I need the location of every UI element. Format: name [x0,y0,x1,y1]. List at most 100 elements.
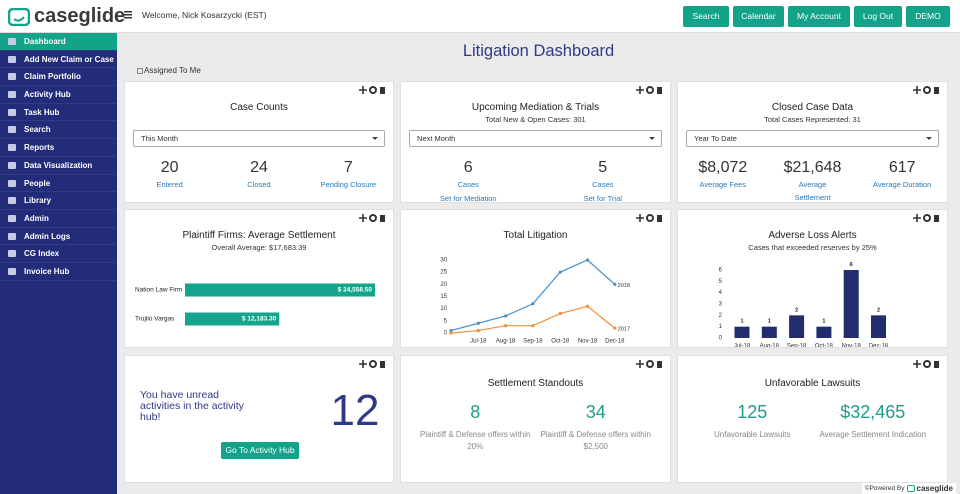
value-label: 1 [740,319,743,325]
nav-label: Reports [24,143,55,153]
widget: Closed Case Data Total Cases Represented:… [677,81,948,203]
header-button[interactable]: My Account [788,6,850,27]
nav-label: Task Hub [24,107,60,117]
nav-item[interactable]: Dashboard [0,33,117,51]
header-button[interactable]: Log Out [854,6,902,27]
page-title: Litigation Dashboard [462,42,615,60]
widget: Unfavorable Lawsuits 125 Unfavorable Lawsu… [677,355,948,483]
move-icon [636,360,644,368]
settings-icon [369,214,377,222]
header-button[interactable]: DEMO [906,6,950,27]
nav-icon [8,214,16,222]
nav-label: Admin Logs [24,231,71,241]
nav-item[interactable]: Library [0,192,117,210]
x-tick-label: Aug-18 [496,339,516,345]
bar [185,312,280,326]
y-tick-label: 1 [719,324,723,330]
x-tick-label: Nov-18 [578,339,598,345]
nav-item[interactable]: Admin Logs [0,228,117,246]
point [504,314,508,318]
panel-tools [913,214,939,222]
period-select[interactable]: This Month [133,130,385,147]
delete-icon [657,215,662,222]
panel-tools [913,360,939,368]
nav-label: Activity Hub [24,90,71,100]
stat: $32,465 Average Settlement Indication [813,402,934,441]
point [449,331,453,335]
nav-icon [8,91,16,99]
sidebar: Dashboard Add New Claim or Case Claim Port… [0,33,117,494]
nav-item[interactable]: Activity Hub [0,86,117,104]
chart: 0 1 2 3 4 5 6 Jul-18 Aug-18 Sep-18 Oct-18 Nov-18 Dec… [719,262,889,347]
menu-toggle[interactable] [124,11,133,19]
stat-link[interactable]: Set for Trial [583,194,622,203]
checkbox[interactable] [137,67,143,74]
bar [816,326,832,338]
widget: Upcoming Mediation & Trials Total New & O… [400,81,671,203]
stat-value: 5 [598,159,608,176]
widget-title: Unfavorable Lawsuits [764,378,861,389]
stat: 617 Average Duration [857,159,947,204]
nav-item[interactable]: Add New Claim or Case [0,51,117,69]
widget-subtitle: Cases that exceeded reserves by 25% [748,243,877,252]
widget-subtitle: Overall Average: $17,683.39 [211,243,307,252]
delete-icon [934,87,939,94]
category-label: Nation Law Firm [135,287,182,294]
activity-button[interactable]: Go To Activity Hub [221,442,299,459]
stat-label: Cases [457,180,479,189]
nav-item[interactable]: People [0,175,117,193]
move-icon [913,214,921,222]
nav-item[interactable]: Invoice Hub [0,263,117,281]
y-tick-label: 10 [440,306,447,312]
nav-icon [8,73,16,81]
nav-label: Search [24,125,51,135]
y-tick-label: 5 [719,279,723,285]
nav-item[interactable]: CG Index [0,245,117,263]
checkbox-label: Assigned To Me [144,66,201,75]
nav-item[interactable]: Task Hub [0,104,117,122]
move-icon [359,86,367,94]
stat-label: Average Fees [699,180,747,189]
stat-label: Pending Closure [320,180,377,189]
stat-value: 20 [160,159,179,176]
move-icon [359,214,367,222]
nav-label: Dashboard [24,37,66,46]
bar [734,326,750,338]
nav-icon [8,126,16,134]
stat-link[interactable]: Set for Mediation [439,194,497,203]
stat-label: Plaintiff & Defense offers within $2,500 [540,430,651,451]
x-tick-label: Dec-18 [605,339,625,345]
nav-item[interactable]: Claim Portfolio [0,68,117,87]
move-icon [636,86,644,94]
x-tick-label: Oct-18 [815,344,834,347]
stat: 8 Plaintiff & Defense offers within 20% [415,402,536,453]
period-select[interactable]: Year To Date [686,130,939,147]
assigned-filter[interactable]: Assigned To Me [137,66,201,75]
value-label: 1 [822,319,825,325]
period-select[interactable]: Next Month [409,130,662,147]
settings-icon [646,214,654,222]
series-label: 2018 [618,283,630,289]
nav-icon [8,161,16,169]
logo-icon [8,8,30,26]
point [585,258,590,262]
nav-item[interactable]: Data Visualization [0,157,117,175]
nav-item[interactable]: Reports [0,139,117,157]
point [531,324,535,328]
x-tick-label: Sep-18 [787,344,807,347]
panel-tools [359,360,385,368]
stat: 20 Entered [125,159,214,191]
select-value: This Month [141,134,179,143]
header-button[interactable]: Search [683,6,729,27]
point [476,328,480,333]
nav-item[interactable]: Search [0,121,117,140]
nav-icon [8,108,16,116]
x-tick-label: Oct-18 [551,339,570,345]
nav-item[interactable]: Admin [0,210,117,228]
stat-label: Entered [156,180,183,189]
activity-count: 12 [330,386,380,435]
bar [185,283,375,297]
settings-icon [646,86,654,94]
header-button[interactable]: Calendar [733,6,784,27]
